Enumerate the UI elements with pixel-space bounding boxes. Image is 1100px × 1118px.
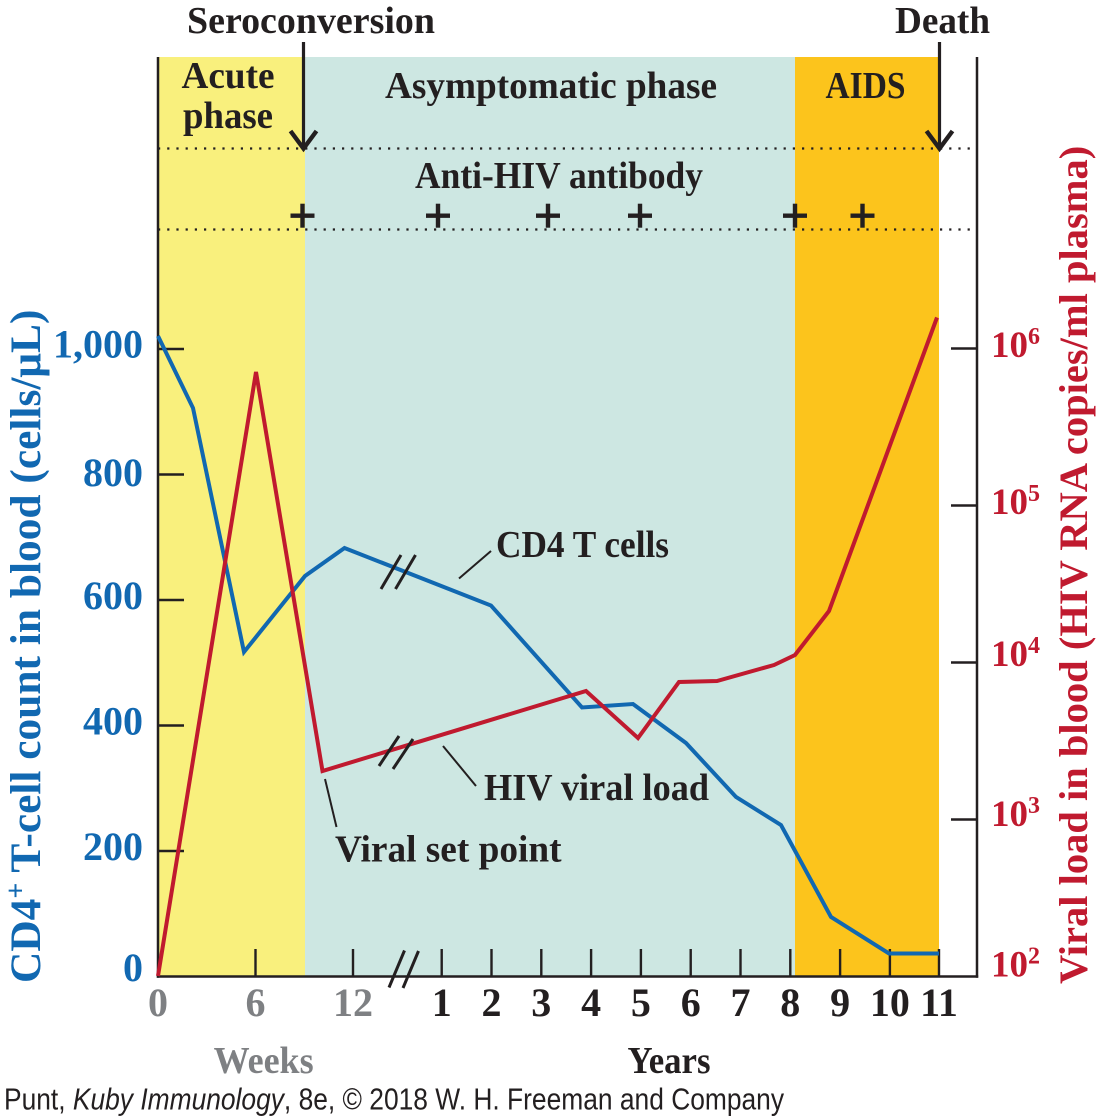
svg-text:CD4+ T-cell count in blood (ce: CD4+ T-cell count in blood (cells/μL) (1, 310, 50, 983)
svg-text:2: 2 (482, 980, 502, 1025)
svg-text:3: 3 (531, 980, 551, 1025)
svg-text:600: 600 (83, 573, 143, 618)
svg-text:Death: Death (895, 0, 990, 42)
svg-text:105: 105 (991, 481, 1040, 523)
svg-text:Anti-HIV antibody: Anti-HIV antibody (415, 155, 703, 197)
svg-text:0: 0 (148, 980, 168, 1025)
svg-text:0: 0 (123, 945, 143, 990)
svg-text:1,000: 1,000 (53, 322, 143, 367)
svg-text:4: 4 (581, 980, 601, 1025)
svg-text:6: 6 (246, 980, 266, 1025)
svg-text:9: 9 (830, 980, 850, 1025)
svg-text:103: 103 (991, 793, 1040, 835)
svg-text:Weeks: Weeks (214, 1040, 314, 1082)
svg-text:Asymptomatic phase: Asymptomatic phase (385, 65, 717, 107)
svg-text:106: 106 (991, 324, 1040, 366)
svg-text:Years: Years (628, 1040, 711, 1082)
svg-text:Viral load in blood (HIV RNA c: Viral load in blood (HIV RNA copies/ml p… (1051, 146, 1096, 984)
svg-text:6: 6 (681, 980, 701, 1025)
svg-text:Punt, Kuby Immunology, 8e, © 2: Punt, Kuby Immunology, 8e, © 2018 W. H. … (4, 1083, 785, 1117)
svg-text:5: 5 (631, 980, 651, 1025)
svg-text:800: 800 (83, 450, 143, 495)
svg-text:Seroconversion: Seroconversion (187, 0, 435, 42)
svg-text:CD4 T cells: CD4 T cells (496, 524, 669, 566)
svg-text:8: 8 (780, 980, 800, 1025)
svg-text:AIDS: AIDS (826, 65, 906, 107)
svg-text:11: 11 (920, 980, 958, 1025)
svg-text:104: 104 (991, 633, 1040, 675)
svg-text:HIV viral load: HIV viral load (484, 767, 709, 809)
svg-text:400: 400 (83, 699, 143, 744)
svg-text:1: 1 (432, 980, 452, 1025)
svg-text:Acute: Acute (182, 55, 275, 97)
svg-text:10: 10 (870, 980, 910, 1025)
svg-text:Viral set point: Viral set point (335, 829, 562, 871)
svg-text:12: 12 (333, 980, 373, 1025)
svg-text:102: 102 (991, 944, 1040, 986)
svg-text:200: 200 (83, 824, 143, 869)
svg-text:phase: phase (183, 95, 273, 137)
svg-text:7: 7 (731, 980, 751, 1025)
